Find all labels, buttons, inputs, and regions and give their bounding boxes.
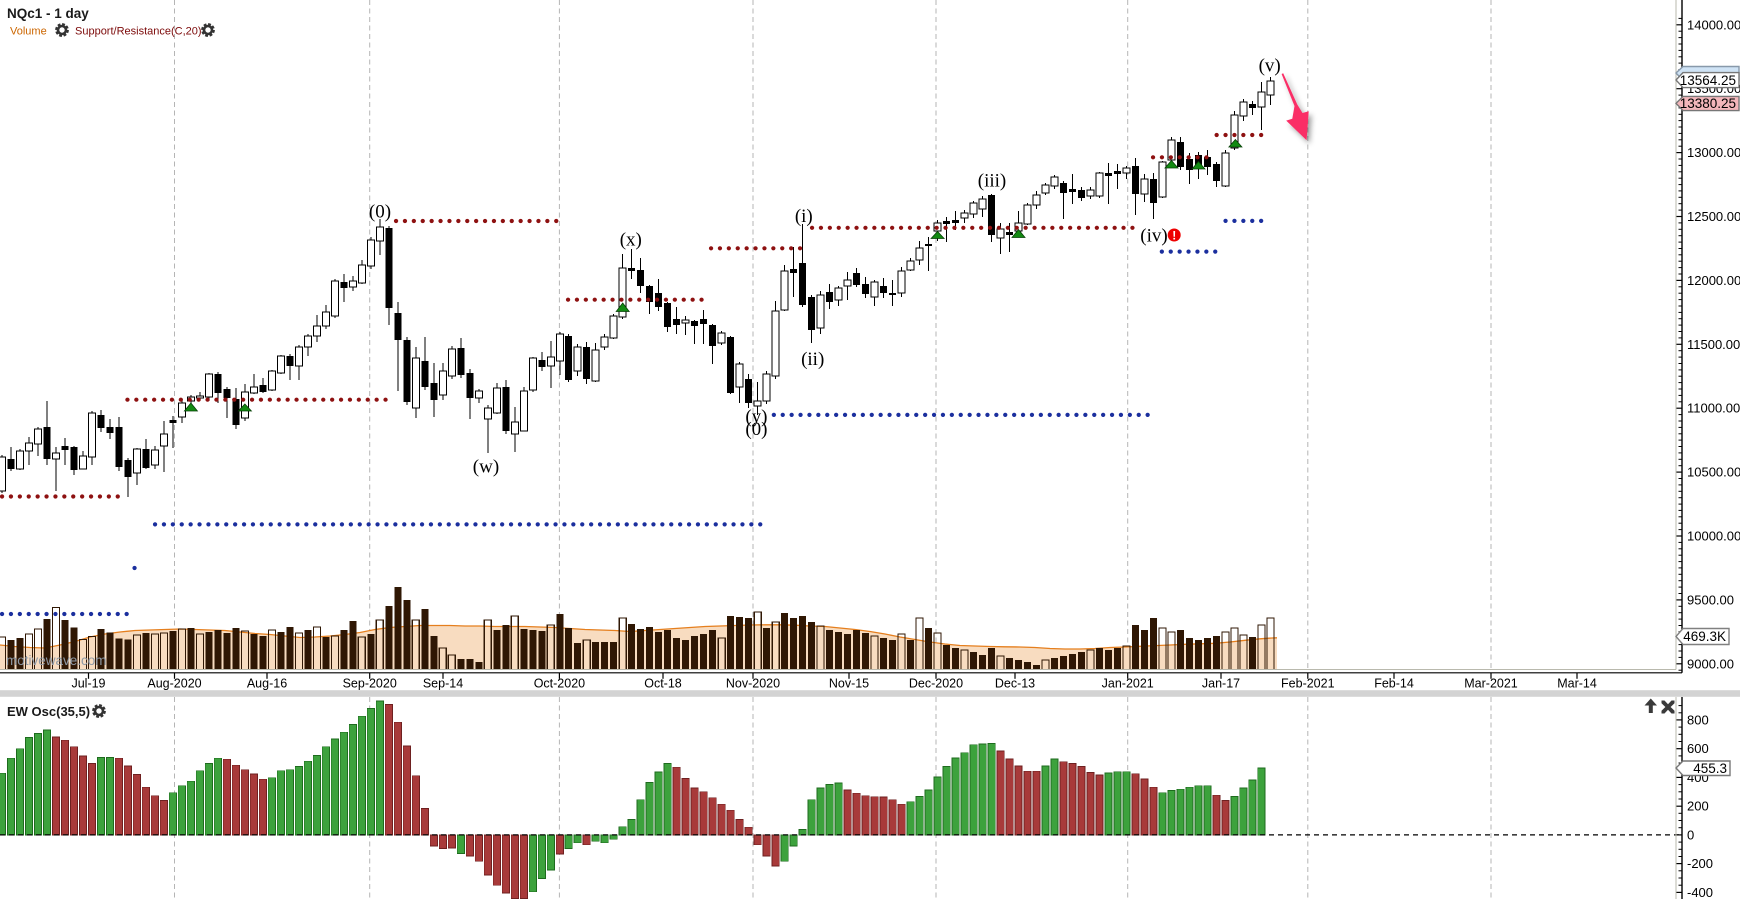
svg-text:800: 800 [1687,712,1709,727]
svg-text:Jan-17: Jan-17 [1202,677,1240,691]
svg-text:(iii): (iii) [978,171,1007,192]
svg-text:-400: -400 [1687,885,1713,899]
svg-text:Feb-2021: Feb-2021 [1281,677,1335,691]
svg-text:Sep-2020: Sep-2020 [343,677,397,691]
svg-text:12000.00: 12000.00 [1687,273,1740,288]
svg-text:469.3K: 469.3K [1683,629,1726,644]
svg-text:EW Osc(35,5): EW Osc(35,5) [7,704,90,719]
svg-text:(iv): (iv) [1140,226,1167,247]
svg-text:0: 0 [1687,827,1694,842]
svg-text:Nov-15: Nov-15 [829,677,869,691]
svg-text:455.3: 455.3 [1693,761,1727,776]
svg-text:(i): (i) [795,206,813,227]
svg-text:10000.00: 10000.00 [1687,529,1740,544]
svg-text:11000.00: 11000.00 [1687,401,1740,416]
svg-text:Sep-14: Sep-14 [423,677,463,691]
svg-text:11500.00: 11500.00 [1687,337,1740,352]
svg-text:13000.00: 13000.00 [1687,145,1740,160]
svg-text:-200: -200 [1687,856,1713,871]
svg-text:Nov-2020: Nov-2020 [726,677,780,691]
svg-text:9000.00: 9000.00 [1687,656,1734,671]
svg-text:Feb-14: Feb-14 [1374,677,1414,691]
svg-text:9500.00: 9500.00 [1687,592,1734,607]
svg-text:Jul-19: Jul-19 [71,677,105,691]
svg-text:(0): (0) [745,419,767,440]
svg-text:motivewave.com: motivewave.com [6,653,107,668]
svg-text:(y): (y) [745,406,767,427]
svg-text:Aug-16: Aug-16 [247,677,287,691]
svg-text:Mar-14: Mar-14 [1557,677,1597,691]
svg-text:Aug-2020: Aug-2020 [147,677,201,691]
svg-text:Jan-2021: Jan-2021 [1102,677,1154,691]
svg-text:(0): (0) [369,202,391,223]
svg-text:13564.25: 13564.25 [1680,73,1736,88]
svg-text:200: 200 [1687,799,1709,814]
svg-text:(x): (x) [620,230,642,251]
svg-text:!: ! [1172,229,1176,243]
svg-text:(w): (w) [473,457,499,478]
svg-text:12500.00: 12500.00 [1687,209,1740,224]
svg-text:10500.00: 10500.00 [1687,465,1740,480]
svg-text:Support/Resistance(C,20): Support/Resistance(C,20) [75,26,202,38]
svg-text:Mar-2021: Mar-2021 [1464,677,1518,691]
svg-text:(ii): (ii) [801,349,824,370]
svg-text:14000.00: 14000.00 [1687,17,1740,32]
svg-text:Volume: Volume [10,26,47,38]
svg-text:NQc1 - 1 day: NQc1 - 1 day [7,6,89,21]
svg-text:600: 600 [1687,741,1709,756]
svg-text:(v): (v) [1259,56,1281,77]
svg-text:Dec-2020: Dec-2020 [909,677,963,691]
svg-text:Oct-18: Oct-18 [644,677,682,691]
svg-text:13380.25: 13380.25 [1680,96,1736,111]
svg-text:Oct-2020: Oct-2020 [534,677,585,691]
svg-text:Dec-13: Dec-13 [995,677,1035,691]
